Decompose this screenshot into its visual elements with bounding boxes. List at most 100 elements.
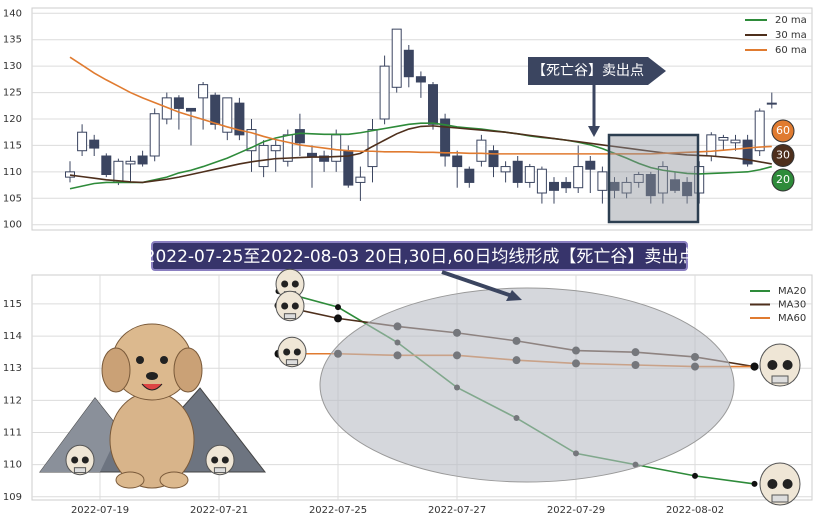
end-badge-label: 20 bbox=[776, 173, 790, 186]
x-tick-label: 2022-07-21 bbox=[190, 505, 248, 516]
skull-teeth bbox=[73, 467, 87, 474]
candle-body bbox=[246, 129, 257, 152]
y-tick-label: 100 bbox=[3, 220, 22, 231]
candle-body bbox=[355, 176, 366, 183]
end-badge bbox=[771, 144, 795, 167]
candle-body bbox=[137, 155, 148, 165]
skull bbox=[759, 343, 801, 387]
legend-label: 60 ma bbox=[775, 45, 807, 56]
skull-teeth bbox=[285, 359, 299, 366]
ma-line bbox=[69, 125, 772, 184]
skull-eye bbox=[767, 360, 778, 370]
candle-body bbox=[379, 65, 390, 120]
candle-body bbox=[210, 94, 221, 125]
dog bbox=[101, 323, 203, 489]
legend-label: MA60 bbox=[778, 313, 806, 324]
legend-label: MA30 bbox=[778, 300, 806, 311]
skull-teeth bbox=[771, 375, 789, 384]
candle-body bbox=[89, 139, 100, 149]
arrow bbox=[441, 270, 516, 299]
skull bbox=[759, 462, 801, 506]
candle-body bbox=[476, 139, 487, 162]
x-tick-label: 2022-07-29 bbox=[547, 505, 605, 516]
point bbox=[334, 314, 342, 323]
candle-body bbox=[186, 107, 196, 112]
candle-body bbox=[440, 118, 451, 157]
highlight-ellipse bbox=[319, 287, 735, 483]
skulls bbox=[65, 268, 801, 506]
candle-body bbox=[65, 171, 75, 178]
x-tick-label: 2022-07-19 bbox=[71, 505, 129, 516]
title-box bbox=[151, 241, 688, 271]
candle-body bbox=[307, 152, 317, 157]
candle-body bbox=[742, 139, 753, 165]
point bbox=[692, 472, 698, 479]
top-chart: 100 105 110 115 120 125 130 135 140 20 ma 30 ma 60 … bbox=[3, 8, 812, 231]
skull-eye bbox=[283, 348, 291, 356]
candle-body bbox=[428, 84, 438, 125]
end-badge bbox=[771, 119, 795, 143]
y-tick-label: 115 bbox=[3, 140, 22, 151]
legend-label: 20 ma bbox=[775, 15, 807, 26]
candle-body bbox=[113, 160, 124, 183]
y-tick-label: 135 bbox=[3, 35, 22, 46]
skull-eye bbox=[782, 360, 793, 370]
x-tick-label: 2022-07-27 bbox=[428, 505, 486, 516]
skull-eye bbox=[291, 302, 299, 310]
ma-line bbox=[69, 122, 773, 190]
skull-eye bbox=[291, 280, 299, 288]
y-tick-label: 110 bbox=[3, 460, 22, 471]
y-tick-label: 105 bbox=[3, 193, 22, 204]
candle-body bbox=[258, 144, 269, 168]
candle-body bbox=[621, 181, 632, 194]
skull-teeth bbox=[283, 313, 297, 320]
candle-body bbox=[718, 137, 729, 141]
y-tick-label: 120 bbox=[3, 114, 22, 125]
end-badge-label: 60 bbox=[776, 124, 790, 137]
skull-eye bbox=[281, 302, 289, 310]
y-tick-label: 111 bbox=[3, 428, 22, 439]
skull-eye bbox=[293, 348, 301, 356]
y-tick-label: 115 bbox=[3, 299, 22, 310]
candle-body bbox=[319, 155, 330, 162]
candle-body bbox=[270, 144, 281, 152]
candle-body bbox=[633, 174, 644, 183]
y-tick-label: 125 bbox=[3, 88, 22, 99]
candle-body bbox=[670, 179, 680, 191]
candle-body bbox=[706, 134, 717, 157]
candle-body bbox=[198, 84, 209, 99]
skull bbox=[275, 290, 305, 322]
y-tick-label: 130 bbox=[3, 61, 22, 72]
candle-body bbox=[536, 168, 547, 194]
chart-title: 2022-07-25至2022-08-03 20日,30日,60日均线形成【死亡… bbox=[145, 247, 696, 267]
candle-body bbox=[488, 150, 499, 168]
legend-label: MA20 bbox=[778, 286, 806, 297]
candle-body bbox=[500, 166, 511, 173]
skull bbox=[65, 444, 95, 476]
candle-body bbox=[222, 97, 233, 133]
x-tick-label: 2022-07-25 bbox=[309, 505, 367, 516]
candle-body bbox=[766, 102, 777, 105]
candle-body bbox=[573, 166, 584, 189]
skull-eye bbox=[71, 456, 79, 464]
skull-teeth bbox=[771, 494, 789, 503]
skull-eye bbox=[221, 456, 229, 464]
y-tick-label: 140 bbox=[3, 8, 22, 19]
end-badge-label: 30 bbox=[776, 149, 790, 162]
candle-body bbox=[682, 181, 693, 197]
point bbox=[335, 304, 341, 311]
y-tick-label: 110 bbox=[3, 167, 22, 178]
candle-body bbox=[452, 155, 463, 168]
candle-body bbox=[754, 110, 765, 152]
skull-eye bbox=[211, 456, 219, 464]
candle-body bbox=[549, 181, 559, 191]
y-tick-label: 114 bbox=[3, 331, 22, 342]
candle-body bbox=[415, 76, 426, 83]
candle-body bbox=[585, 160, 596, 170]
ma-line bbox=[69, 56, 772, 155]
candle-body bbox=[512, 160, 523, 183]
candle-body bbox=[403, 49, 414, 78]
arrow-head bbox=[506, 290, 522, 301]
candle-body bbox=[730, 139, 741, 144]
